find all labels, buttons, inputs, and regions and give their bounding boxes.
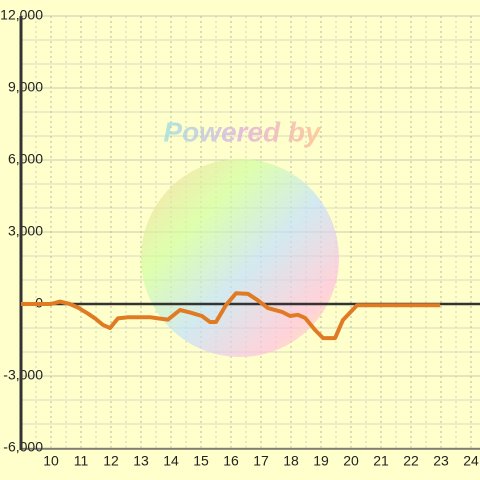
- y-tick-label: 12,000: [0, 7, 43, 23]
- x-tick-label: 15: [193, 453, 209, 469]
- series-line: [21, 291, 441, 341]
- x-tick-label: 22: [403, 453, 419, 469]
- y-tick-label: 3,000: [8, 223, 43, 239]
- watermark-logo: [141, 159, 339, 357]
- y-tick-label: 9,000: [8, 79, 43, 95]
- x-tick-label: 11: [74, 453, 89, 469]
- y-tick-label: 6,000: [8, 151, 43, 167]
- x-tick-label: 17: [253, 453, 269, 469]
- x-tick-label: 16: [223, 453, 239, 469]
- x-tick-label: 19: [313, 453, 329, 469]
- x-tick-label: 12: [103, 453, 119, 469]
- x-tick-label: 24: [463, 453, 479, 469]
- x-tick-label: 13: [133, 453, 149, 469]
- x-tick-label: 14: [163, 453, 179, 469]
- x-tick-label: 23: [433, 453, 449, 469]
- x-tick-label: 10: [43, 453, 59, 469]
- x-tick-label: 18: [283, 453, 299, 469]
- y-tick-label: -6,000: [3, 439, 43, 455]
- x-tick-label: 21: [373, 453, 389, 469]
- watermark: Powered by: [163, 116, 322, 147]
- y-tick-label: -3,000: [3, 367, 43, 383]
- x-tick-label: 20: [343, 453, 359, 469]
